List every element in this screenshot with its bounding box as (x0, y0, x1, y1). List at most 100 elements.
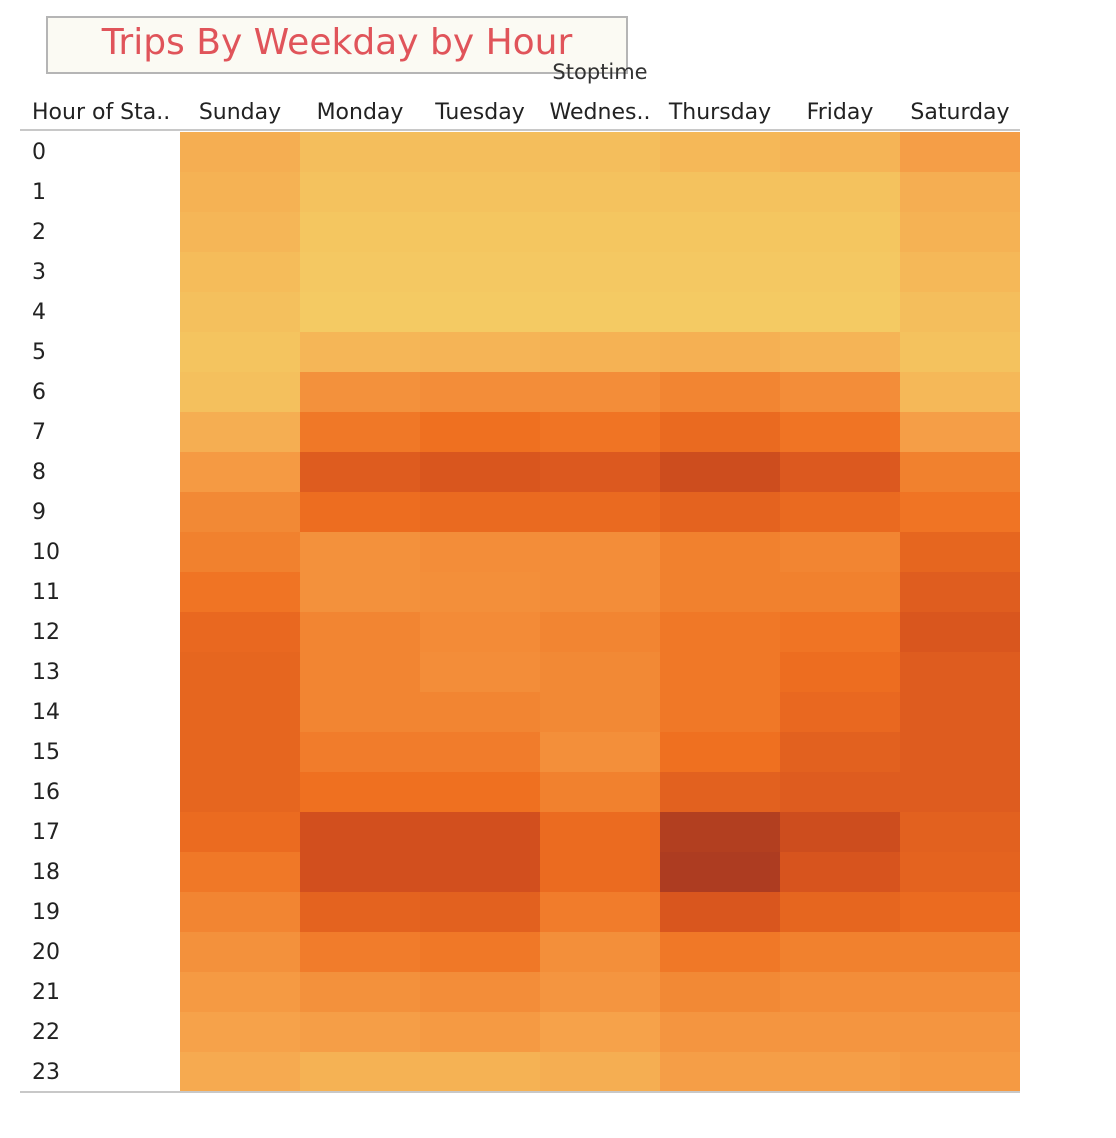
heatmap-cell-wednes-2 (540, 212, 660, 252)
heatmap-cell-tuesday-10 (420, 532, 540, 572)
row-label-hour-15: 15 (32, 740, 60, 765)
heatmap-cell-sunday-19 (180, 892, 300, 932)
heatmap-cell-tuesday-8 (420, 452, 540, 492)
heatmap-cell-tuesday-13 (420, 652, 540, 692)
row-label-hour-19: 19 (32, 900, 60, 925)
heatmap-cell-tuesday-12 (420, 612, 540, 652)
heatmap-cell-friday-18 (780, 852, 900, 892)
heatmap-cell-sunday-23 (180, 1052, 300, 1092)
row-label-hour-3: 3 (32, 260, 46, 285)
column-label-sunday: Sunday (198, 100, 282, 125)
heatmap-cell-wednes-10 (540, 532, 660, 572)
heatmap-cell-saturday-11 (900, 572, 1020, 612)
heatmap-cell-wednes-19 (540, 892, 660, 932)
heatmap-cell-friday-9 (780, 492, 900, 532)
heatmap-cell-tuesday-3 (420, 252, 540, 292)
heatmap-cell-tuesday-9 (420, 492, 540, 532)
heatmap-cell-saturday-22 (900, 1012, 1020, 1052)
heatmap-cell-thursday-8 (660, 452, 780, 492)
heatmap-cell-saturday-23 (900, 1052, 1020, 1092)
heatmap-cell-monday-20 (300, 932, 420, 972)
heatmap-cell-friday-15 (780, 732, 900, 772)
heatmap-cell-sunday-6 (180, 372, 300, 412)
heatmap-cell-thursday-9 (660, 492, 780, 532)
heatmap-cell-monday-8 (300, 452, 420, 492)
heatmap-cell-tuesday-21 (420, 972, 540, 1012)
heatmap-cell-wednes-1 (540, 172, 660, 212)
heatmap-cell-tuesday-17 (420, 812, 540, 852)
column-field-label: Stoptime (552, 60, 648, 84)
heatmap-cell-friday-4 (780, 292, 900, 332)
column-label-saturday: Saturday (910, 100, 1010, 125)
heatmap-cell-monday-22 (300, 1012, 420, 1052)
heatmap-cell-monday-5 (300, 332, 420, 372)
heatmap-cell-saturday-14 (900, 692, 1020, 732)
heatmap-cell-tuesday-6 (420, 372, 540, 412)
heatmap-cell-friday-20 (780, 932, 900, 972)
heatmap-cell-wednes-4 (540, 292, 660, 332)
heatmap-cell-thursday-12 (660, 612, 780, 652)
column-label-wednesday: Wednes.. (549, 100, 651, 125)
heatmap-cell-thursday-7 (660, 412, 780, 452)
heatmap-cell-friday-14 (780, 692, 900, 732)
row-label-hour-5: 5 (32, 340, 46, 365)
heatmap-cell-friday-7 (780, 412, 900, 452)
row-label-hour-2: 2 (32, 220, 46, 245)
heatmap-cell-wednes-20 (540, 932, 660, 972)
heatmap-cell-wednes-18 (540, 852, 660, 892)
heatmap-grid (180, 132, 1020, 1092)
heatmap-cell-wednes-17 (540, 812, 660, 852)
heatmap-cell-thursday-16 (660, 772, 780, 812)
heatmap-cell-wednes-6 (540, 372, 660, 412)
heatmap-cell-sunday-14 (180, 692, 300, 732)
heatmap-cell-saturday-21 (900, 972, 1020, 1012)
heatmap-cell-monday-7 (300, 412, 420, 452)
heatmap-cell-friday-10 (780, 532, 900, 572)
heatmap-cell-sunday-2 (180, 212, 300, 252)
heatmap-cell-tuesday-2 (420, 212, 540, 252)
row-label-hour-7: 7 (32, 420, 46, 445)
heatmap-cell-thursday-13 (660, 652, 780, 692)
heatmap-cell-tuesday-0 (420, 132, 540, 172)
heatmap-cell-thursday-1 (660, 172, 780, 212)
heatmap-cell-monday-17 (300, 812, 420, 852)
heatmap-cell-thursday-17 (660, 812, 780, 852)
heatmap-cell-friday-19 (780, 892, 900, 932)
heatmap-cell-monday-21 (300, 972, 420, 1012)
heatmap-cell-friday-6 (780, 372, 900, 412)
row-field-label: Hour of Sta.. (32, 100, 171, 125)
heatmap-cell-sunday-3 (180, 252, 300, 292)
heatmap-cell-monday-19 (300, 892, 420, 932)
heatmap-cell-monday-4 (300, 292, 420, 332)
heatmap-cell-monday-0 (300, 132, 420, 172)
heatmap-cell-sunday-17 (180, 812, 300, 852)
heatmap-cell-monday-11 (300, 572, 420, 612)
heatmap-cell-thursday-4 (660, 292, 780, 332)
heatmap-cell-friday-13 (780, 652, 900, 692)
heatmap-cell-wednes-21 (540, 972, 660, 1012)
heatmap-cell-sunday-22 (180, 1012, 300, 1052)
row-label-hour-16: 16 (32, 780, 60, 805)
bottom-divider (20, 1091, 1020, 1093)
heatmap-cell-thursday-23 (660, 1052, 780, 1092)
chart-title: Trips By Weekday by Hour (101, 22, 573, 63)
heatmap-cell-tuesday-14 (420, 692, 540, 732)
heatmap-cell-friday-23 (780, 1052, 900, 1092)
heatmap-cell-sunday-7 (180, 412, 300, 452)
heatmap-cell-thursday-19 (660, 892, 780, 932)
chart-title-box: Trips By Weekday by Hour (46, 16, 628, 74)
heatmap-cell-monday-1 (300, 172, 420, 212)
heatmap-cell-saturday-7 (900, 412, 1020, 452)
heatmap-cell-sunday-12 (180, 612, 300, 652)
heatmap-cell-tuesday-16 (420, 772, 540, 812)
heatmap-cell-sunday-1 (180, 172, 300, 212)
row-label-hour-9: 9 (32, 500, 46, 525)
row-label-hour-12: 12 (32, 620, 60, 645)
heatmap-cell-friday-5 (780, 332, 900, 372)
heatmap-cell-sunday-5 (180, 332, 300, 372)
heatmap-cell-wednes-13 (540, 652, 660, 692)
heatmap-cell-saturday-1 (900, 172, 1020, 212)
heatmap-cell-saturday-17 (900, 812, 1020, 852)
heatmap-cell-thursday-5 (660, 332, 780, 372)
heatmap-cell-saturday-15 (900, 732, 1020, 772)
